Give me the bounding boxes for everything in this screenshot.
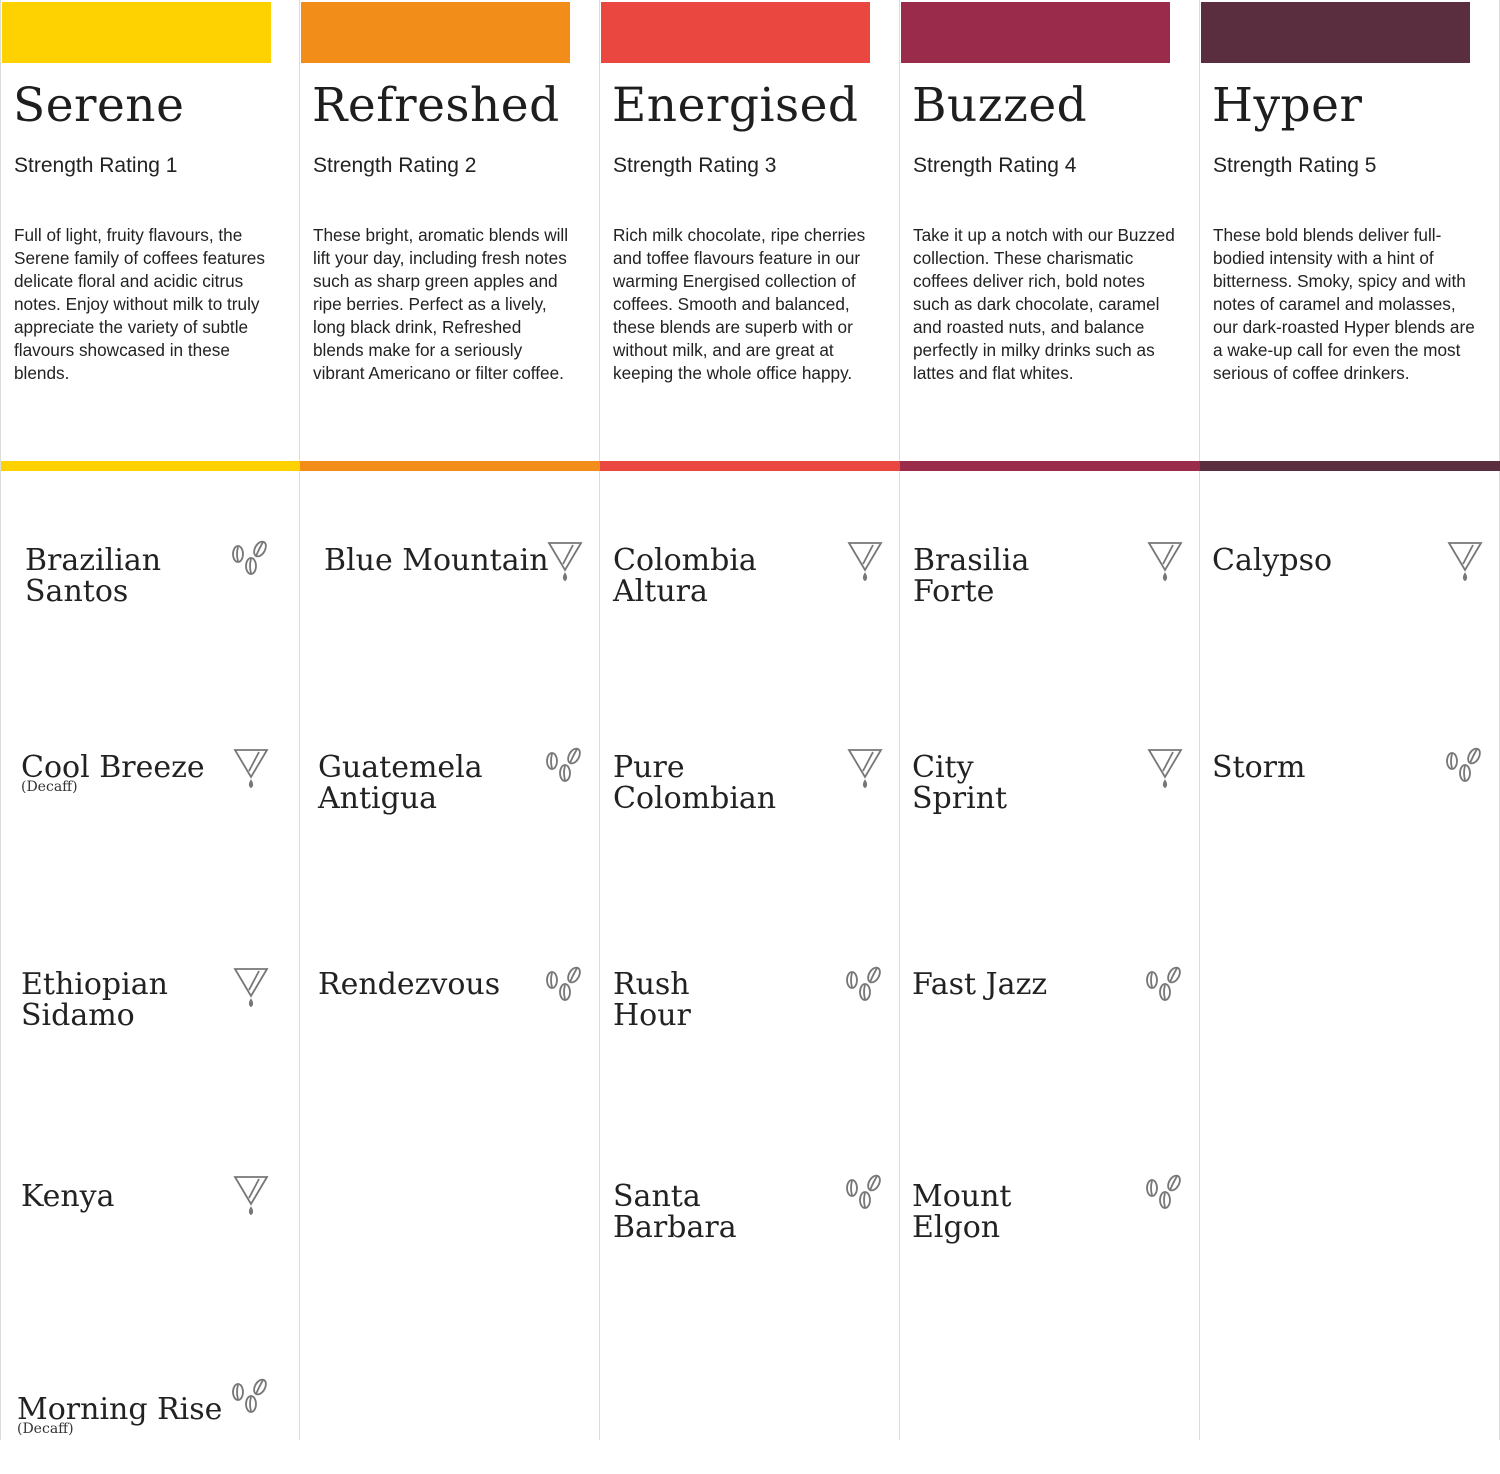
filter-drip-icon [1147,746,1183,797]
beans-icon [843,965,887,1014]
beans-icon [843,1173,887,1222]
color-band [600,461,900,471]
beans-icon [543,746,587,795]
filter-drip-icon [1447,539,1483,590]
color-band [900,461,1200,471]
color-band [1,461,301,471]
coffee-item: Rush Hour [600,966,900,1049]
coffee-item: Ethiopian Sidamo [1,967,301,1049]
coffee-name: Guatemela Antigua [318,750,483,816]
coffee-item: Colombia Altura [600,542,900,625]
color-band [300,461,600,471]
filter-drip-icon [233,1173,269,1224]
column-title: Buzzed [912,78,1088,133]
column-title: Hyper [1212,78,1363,133]
decaf-note: (Decaff) [21,779,78,795]
column-description: These bright, aromatic blends will lift … [313,225,569,383]
coffee-name: Calypso [1212,543,1333,578]
coffee-name: Pure Colombian [613,750,777,816]
column-refreshed: Refreshed Strength Rating 2 These bright… [300,0,600,1440]
coffee-name: Cool Breeze [21,750,205,785]
coffee-item: Morning Rise (Decaff) [1,1378,301,1474]
coffee-name: Rush Hour [613,967,691,1033]
coffee-item: Kenya [1,1176,301,1261]
filter-drip-icon [847,539,883,590]
beans-icon [229,1377,273,1426]
column-description: These bold blends deliver full-bodied in… [1213,225,1475,383]
coffee-name: Rendezvous [318,967,501,1002]
coffee-item: Pure Colombian [600,749,900,832]
filter-drip-icon [1147,539,1183,590]
coffee-item: Blue Mountain [300,542,600,625]
strength-rating: Strength Rating 4 [913,154,1077,177]
coffee-name: Kenya [21,1179,115,1214]
coffee-item: Mount Elgon [900,1174,1200,1261]
coffee-name: Ethiopian Sidamo [21,967,168,1033]
filter-drip-icon [233,746,269,797]
coffee-item: Rendezvous [300,966,600,1049]
coffee-name: Storm [1212,750,1306,785]
coffee-item: Calypso [1200,542,1500,625]
beans-icon [543,965,587,1014]
beans-icon [1143,1173,1187,1222]
column-hyper: Hyper Strength Rating 5 These bold blend… [1200,0,1500,1440]
column-description: Full of light, fruity flavours, the Sere… [14,225,265,383]
strength-rating: Strength Rating 1 [14,154,178,177]
coffee-item: Storm [1200,747,1500,832]
coffee-item: Brasilia Forte [900,542,1200,625]
beans-icon [229,539,273,588]
decaf-note: (Decaff) [17,1421,74,1437]
coffee-item: Guatemela Antigua [300,747,600,832]
color-swatch [2,2,271,63]
coffee-name: Brazilian Santos [25,543,162,609]
strength-rating: Strength Rating 2 [313,154,477,177]
strength-rating: Strength Rating 3 [613,154,777,177]
column-description: Take it up a notch with our Buzzed colle… [913,225,1175,383]
column-description: Rich milk chocolate, ripe cherries and t… [613,225,866,383]
coffee-name: Brasilia Forte [913,543,1030,609]
coffee-name: Morning Rise [17,1392,223,1427]
color-swatch [601,2,870,63]
strength-rating: Strength Rating 5 [1213,154,1377,177]
column-title: Energised [612,78,859,133]
color-swatch [1201,2,1470,63]
coffee-item: Cool Breeze (Decaff) [1,749,301,832]
coffee-name: Mount Elgon [912,1179,1012,1245]
coffee-item: Fast Jazz [900,966,1200,1049]
coffee-item: Santa Barbara [600,1174,900,1261]
color-band [1200,461,1500,471]
column-energised: Energised Strength Rating 3 Rich milk ch… [600,0,900,1440]
filter-drip-icon [233,965,269,1016]
coffee-name: Fast Jazz [912,967,1048,1002]
coffee-item: City Sprint [900,749,1200,832]
coffee-name: Santa Barbara [613,1179,737,1245]
beans-icon [1143,965,1187,1014]
filter-drip-icon [847,746,883,797]
coffee-name: Blue Mountain [324,543,549,578]
color-swatch [901,2,1170,63]
coffee-name: City Sprint [912,750,1008,816]
column-buzzed: Buzzed Strength Rating 4 Take it up a no… [900,0,1200,1440]
beans-icon [1443,746,1487,795]
filter-drip-icon [547,539,583,590]
column-title: Serene [13,78,185,133]
coffee-name: Colombia Altura [613,543,757,609]
column-serene: Serene Strength Rating 1 Full of light, … [0,0,301,1440]
column-title: Refreshed [312,78,560,133]
color-swatch [301,2,570,63]
coffee-item: Brazilian Santos [1,540,301,625]
